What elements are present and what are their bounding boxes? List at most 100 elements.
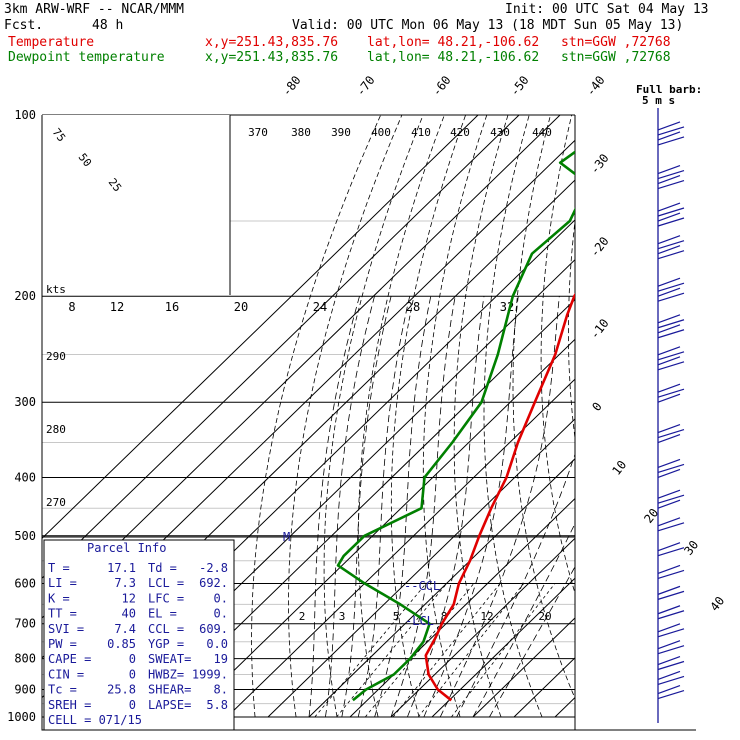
- wind-barb: [657, 324, 681, 334]
- lower-panel-frame: [41, 536, 576, 731]
- hodograph-ring-label: 75: [50, 126, 68, 144]
- parcel-row-value: 0.85: [107, 637, 136, 651]
- temperature-station: stn=GGW ,72768: [561, 35, 671, 50]
- pressure-tick-label: 300: [14, 395, 36, 409]
- wind-barb: [657, 569, 685, 580]
- theta-label: 400: [371, 126, 391, 139]
- hodograph-ring-label: 50: [76, 151, 94, 169]
- wind-barb: [657, 685, 681, 695]
- wind-barb: [657, 383, 681, 393]
- temperature-legend: Temperature: [8, 35, 95, 50]
- wind-barb: [657, 522, 685, 532]
- wind-barb: [657, 170, 685, 180]
- temperature-xy: x,y=251.43,835.76: [205, 35, 339, 50]
- moist-adiabat: [308, 296, 360, 718]
- dewpoint-legend: Dewpoint temperature: [8, 50, 165, 65]
- theta-left-label: 270: [46, 496, 66, 509]
- wind-barb: [657, 428, 685, 439]
- isotherm-line: [472, 617, 575, 718]
- parcel-row-value-2: 0.: [214, 591, 228, 605]
- wind-barb: [657, 585, 681, 595]
- wind-barb: [657, 433, 681, 444]
- parcel-row-label-2: HWBZ=: [148, 667, 184, 681]
- wind-barb: [657, 393, 681, 403]
- parcel-row-label: CAPE =: [48, 652, 91, 666]
- dry-adiabat: [512, 115, 575, 700]
- theta-label: 410: [411, 126, 431, 139]
- dry-adiabat: [694, 115, 740, 717]
- wind-barb: [657, 655, 681, 666]
- wind-barb: [657, 180, 685, 190]
- hodograph-speed-label: 28: [406, 300, 420, 314]
- wind-barb: [657, 351, 685, 361]
- theta-label: 420: [450, 126, 470, 139]
- wind-barb: [657, 121, 681, 131]
- parcel-row-label-2: SHEAR=: [148, 683, 191, 697]
- wind-barb: [657, 250, 685, 260]
- parcel-row-label-2: LAPSE=: [148, 698, 191, 712]
- moist-adiabat: [423, 296, 519, 718]
- parcel-row-value-2: 0.0: [206, 637, 228, 651]
- hodograph-speed-label: 8: [68, 300, 75, 314]
- pressure-tick-label: 400: [14, 470, 36, 484]
- parcel-row-label-2: LFC =: [148, 591, 184, 605]
- dry-adiabat: [595, 115, 706, 717]
- isotherm-label: -10: [587, 316, 611, 342]
- parcel-row-label-2: Td =: [148, 561, 177, 575]
- parcel-row-label: LI =: [48, 576, 77, 590]
- wind-barb: [657, 207, 685, 217]
- moist-adiabat: [456, 452, 575, 718]
- pressure-tick-label: 1000: [7, 710, 36, 724]
- wind-barb: [657, 287, 681, 297]
- dry-adiabat: [483, 115, 543, 718]
- wind-barb: [657, 564, 681, 575]
- forecast-label: Fcst.: [4, 18, 44, 33]
- parcel-row-value: 40: [122, 607, 136, 621]
- parcel-row-label-2: LCL =: [148, 576, 184, 590]
- isotherm-line: [42, 115, 520, 579]
- isotherm-label: -40: [583, 73, 607, 99]
- wind-barb: [657, 131, 681, 141]
- model-title: 3km ARW-WRF -- NCAR/MMM: [4, 2, 185, 17]
- wind-barb: [657, 217, 685, 227]
- pressure-tick-label: 600: [14, 576, 36, 590]
- theta-label: 440: [532, 126, 552, 139]
- parcel-row-value-2: 692.: [199, 576, 228, 590]
- wind-barb: [657, 136, 685, 146]
- isotherm-label: -50: [507, 73, 531, 99]
- wind-barb: [657, 463, 685, 474]
- dewpoint-station: stn=GGW ,72768: [561, 50, 671, 65]
- parcel-info-box: [43, 539, 235, 731]
- wind-barb: [657, 458, 681, 469]
- barb-legend-line1: Full barb:: [636, 83, 702, 96]
- moist-adiabat: [489, 566, 575, 718]
- dry-adiabat: [670, 115, 740, 717]
- wind-barb: [657, 423, 681, 434]
- wind-barb: [657, 670, 681, 681]
- dry-adiabat: [540, 115, 575, 595]
- pressure-tick-label: 700: [14, 617, 36, 631]
- dry-adiabat: [717, 115, 740, 717]
- hodograph-speed-label: 12: [110, 300, 124, 314]
- wind-barb: [657, 346, 681, 356]
- barb-legend-line2: 5 m s: [642, 94, 675, 107]
- dry-adiabat: [567, 217, 575, 442]
- wind-barb: [657, 202, 681, 212]
- parcel-row-label: TT =: [48, 607, 77, 621]
- wind-barb: [657, 126, 685, 136]
- parcel-row-label: Tc =: [48, 683, 77, 697]
- wind-barb: [657, 277, 681, 287]
- wind-barb: [657, 628, 685, 638]
- parcel-row-label: K =: [48, 591, 70, 605]
- wind-barb: [657, 547, 685, 557]
- hodograph-speed-label: 20: [234, 300, 248, 314]
- isotherm-label: -30: [587, 151, 611, 177]
- isotherm-line: [226, 378, 575, 718]
- wind-barb: [657, 388, 685, 398]
- wind-barb: [657, 542, 681, 552]
- dry-adiabat: [357, 115, 445, 718]
- mixing-ratio-line: [336, 583, 448, 718]
- dewpoint-profile: [336, 150, 575, 702]
- mixing-ratio-label: 8: [441, 610, 448, 623]
- temperature-latlon: lat,lon= 48.21,-106.62: [367, 35, 540, 50]
